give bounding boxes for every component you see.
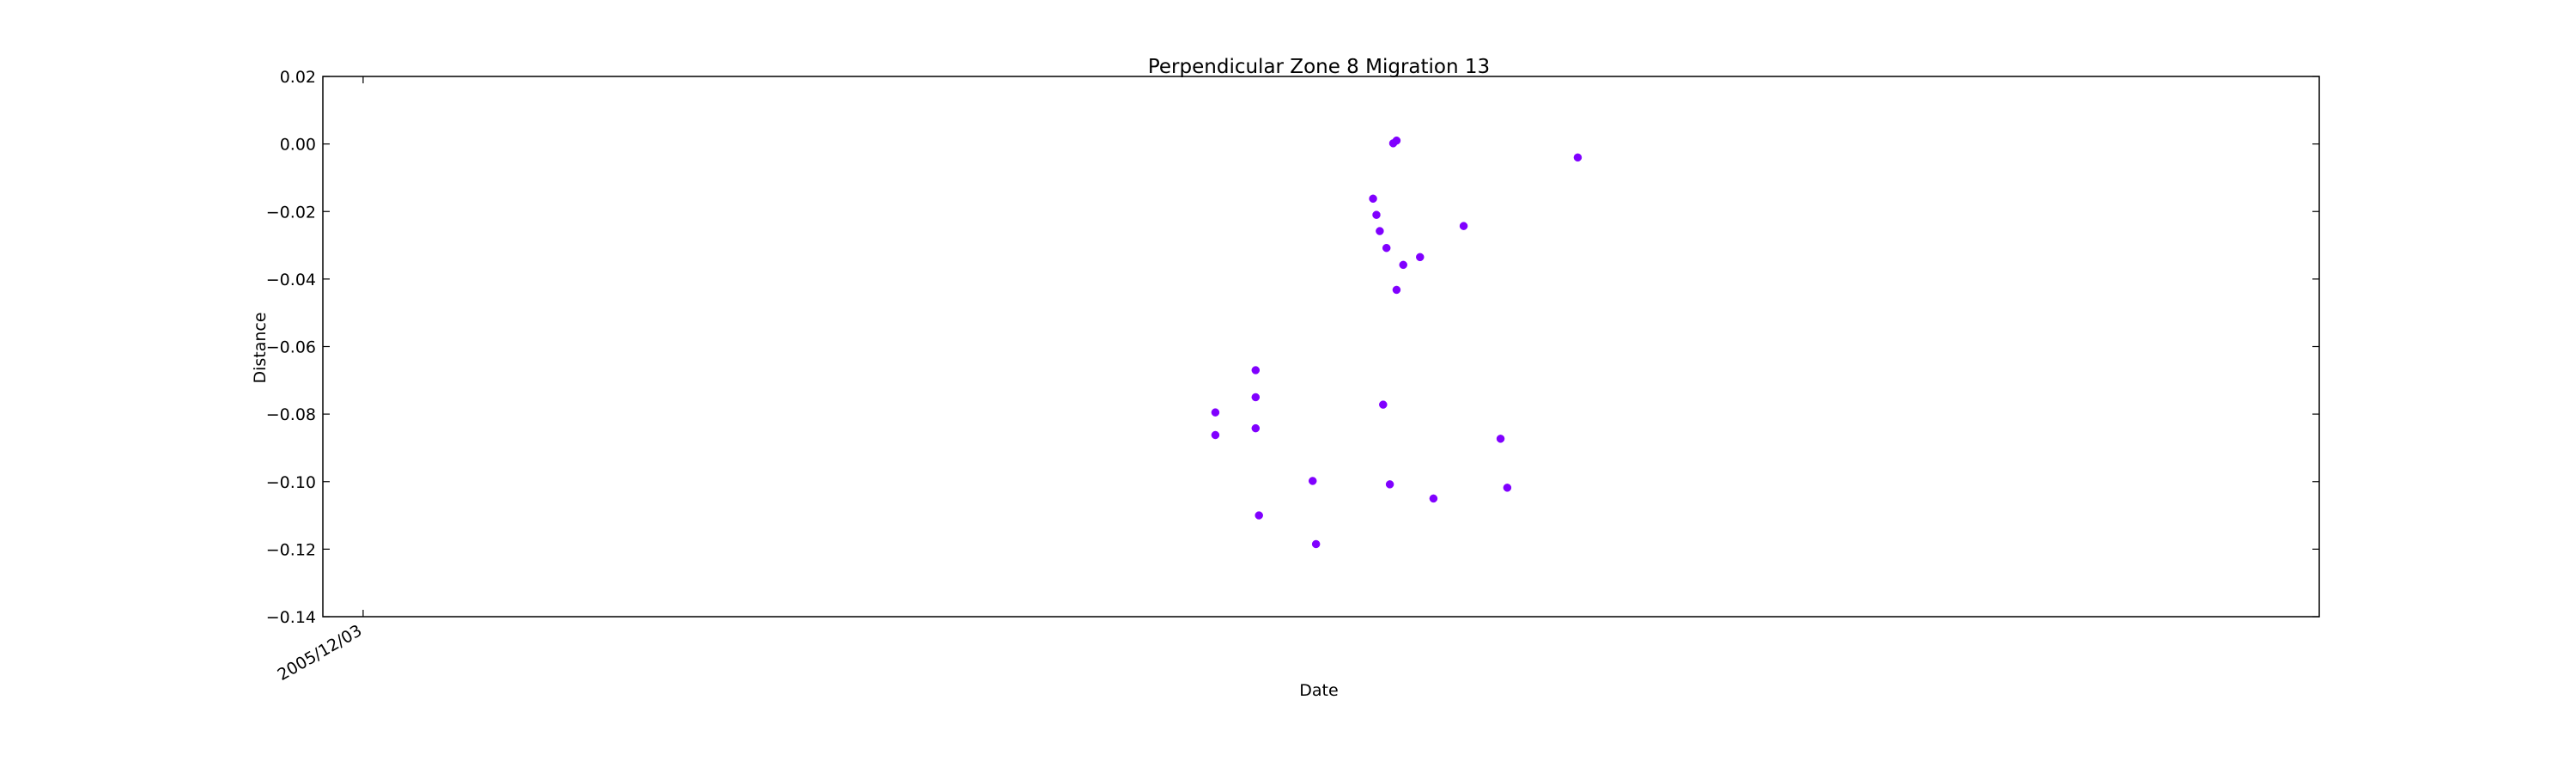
data-point bbox=[1255, 511, 1263, 520]
y-axis: 0.02 0.00 −0.02 −0.04 −0.06 −0.08 −0.10 −0.12 −0… bbox=[266, 68, 2319, 627]
data-point bbox=[1503, 484, 1512, 492]
x-axis-title: Date bbox=[1299, 681, 1338, 700]
data-point bbox=[1372, 210, 1381, 219]
data-point bbox=[1376, 227, 1384, 235]
data-points bbox=[1211, 136, 1583, 549]
data-point bbox=[1416, 253, 1425, 262]
data-point bbox=[1211, 408, 1220, 417]
data-point bbox=[1251, 393, 1261, 402]
data-point bbox=[1379, 400, 1388, 409]
y-tick-label: −0.02 bbox=[266, 203, 316, 222]
chart-title: Perpendicular Zone 8 Migration 13 bbox=[1148, 56, 1490, 78]
data-point bbox=[1311, 539, 1321, 549]
data-point bbox=[1392, 136, 1401, 145]
plot-area bbox=[322, 76, 2320, 618]
y-tick-label: 0.00 bbox=[280, 136, 316, 155]
data-point bbox=[1308, 477, 1317, 485]
data-point bbox=[1573, 153, 1583, 162]
y-tick-label: −0.04 bbox=[266, 271, 316, 289]
data-point bbox=[1459, 222, 1468, 230]
data-point bbox=[1251, 366, 1261, 374]
data-point bbox=[1251, 423, 1261, 433]
data-point bbox=[1369, 194, 1377, 204]
y-tick-label: −0.06 bbox=[266, 338, 316, 357]
x-tick-label: 2005/12/03 bbox=[275, 621, 366, 685]
data-point bbox=[1496, 435, 1505, 443]
y-tick-label: −0.08 bbox=[266, 405, 316, 424]
y-tick-label: −0.14 bbox=[266, 608, 316, 627]
data-point bbox=[1382, 243, 1391, 253]
data-point bbox=[1399, 260, 1407, 270]
y-tick-label: −0.10 bbox=[266, 473, 316, 492]
data-point bbox=[1392, 285, 1401, 295]
y-tick-label: 0.02 bbox=[280, 68, 316, 87]
data-point bbox=[1429, 494, 1438, 503]
data-point bbox=[1385, 480, 1394, 489]
y-axis-title: Distance bbox=[251, 312, 270, 383]
x-axis: 2005/12/03 bbox=[275, 76, 366, 685]
data-point bbox=[1211, 430, 1220, 440]
y-tick-label: −0.12 bbox=[266, 540, 316, 559]
